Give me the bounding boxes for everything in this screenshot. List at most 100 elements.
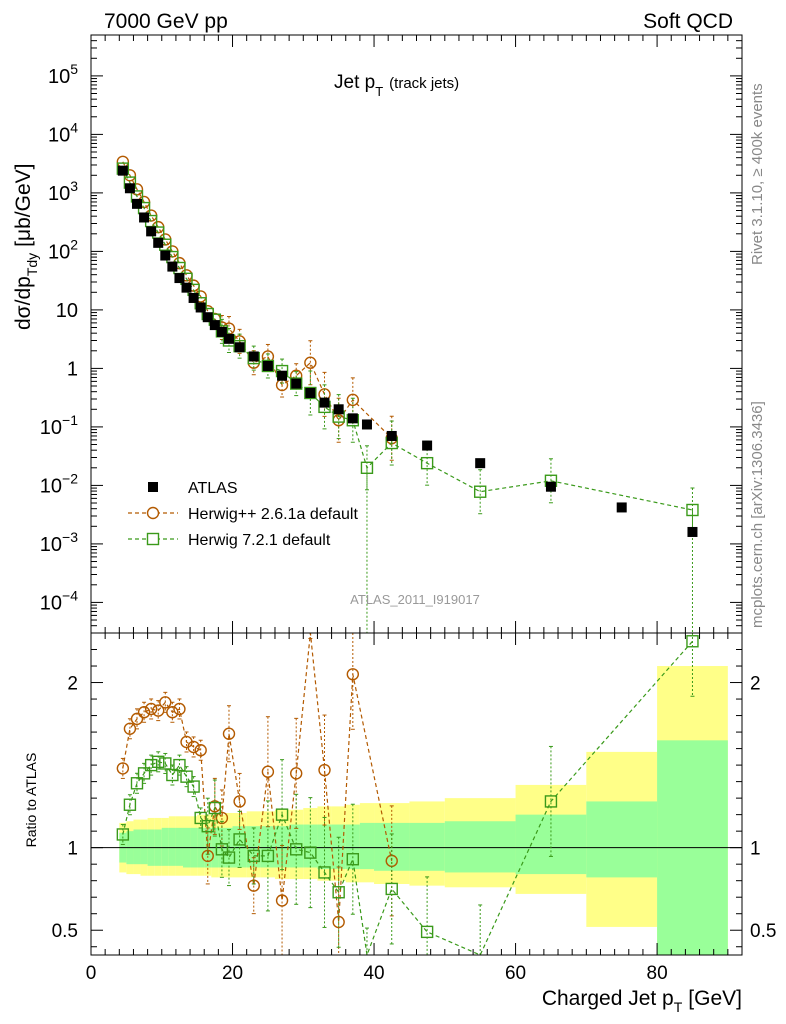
y-tick-label: 103: [48, 178, 78, 205]
ratio-point: [152, 755, 165, 768]
data-point: [291, 378, 302, 389]
y-tick-label-base: 10: [48, 241, 70, 263]
data-point: [167, 261, 178, 272]
ratio-point: [686, 635, 699, 648]
ratio-band-inner: [345, 824, 360, 870]
data-point: [616, 502, 627, 513]
ratio-point: [194, 744, 207, 757]
legend-entry-herwigpp: Herwig++ 2.6.1a default: [128, 506, 358, 523]
legend-entry-atlas: ATLAS: [148, 480, 238, 497]
y-tick-label-base: 10: [40, 534, 62, 556]
ratio-axis-ticks: [90, 633, 743, 955]
data-point: [124, 183, 135, 194]
ratio-y-tick-label: 2: [67, 674, 78, 695]
data-point: [181, 282, 192, 293]
data-point: [188, 292, 199, 303]
main-axis-ticks: [90, 34, 743, 634]
ratio-point: [194, 811, 207, 825]
ratio-y-tick-label-right: 0.5: [750, 921, 776, 942]
y-tick-label-base: 10: [48, 183, 70, 205]
ratio-plot-content: [91, 632, 742, 956]
ratio-point: [137, 767, 151, 780]
data-point: [386, 430, 397, 441]
ratio-point: [222, 727, 236, 740]
x-axis-label-unit: [GeV]: [688, 987, 742, 1010]
y-tick-label: 102: [48, 236, 78, 263]
data-point: [131, 198, 142, 209]
legend-entry-herwig7: Herwig 7.2.1 default: [128, 532, 331, 549]
ratio-point: [290, 843, 303, 856]
y-axis-label-sub: Tdy: [24, 253, 40, 276]
data-point: [262, 360, 273, 371]
mc-point: [473, 485, 487, 498]
y-tick-label-exponent: 4: [70, 119, 78, 135]
y-tick-label: 10−1: [40, 412, 78, 439]
mc-point: [304, 356, 317, 369]
y-tick-label: 1: [67, 358, 78, 380]
ratio-point: [173, 758, 186, 772]
ratio-point: [116, 762, 130, 775]
data-point: [117, 165, 128, 176]
ratio-point: [123, 798, 137, 811]
ratio-point: [346, 853, 360, 866]
ratio-point: [116, 828, 130, 841]
ratio-band-inner: [168, 827, 176, 866]
mc-point: [290, 377, 303, 390]
ratio-point: [346, 668, 360, 681]
data-point: [223, 333, 234, 344]
legend-label-atlas: ATLAS: [188, 480, 238, 497]
plot-title-sub: T: [375, 84, 383, 99]
y-tick-label-exponent: −4: [62, 587, 78, 603]
ratio-band-inner: [246, 826, 261, 868]
y-tick-label-exponent: −2: [62, 470, 78, 486]
y-tick-label: 10−4: [40, 587, 78, 614]
ratio-point: [173, 702, 186, 716]
ratio-y-tick-label-right: 2: [750, 674, 761, 695]
data-point: [361, 419, 372, 430]
ratio-band-inner: [175, 827, 183, 866]
y-axis-label-unit: [μb/GeV]: [12, 164, 35, 247]
ratio-y-tick-label: 1: [67, 839, 78, 860]
ratio-point: [247, 849, 260, 863]
y-tick-label: 10: [56, 300, 78, 322]
plot-title-extra: (track jets): [389, 75, 459, 92]
data-point: [202, 312, 213, 323]
ratio-band-inner: [444, 821, 516, 873]
header-right: Soft QCD: [643, 10, 733, 33]
y-tick-label-base: 10: [56, 300, 78, 322]
mc-point: [346, 393, 360, 407]
ratio-point: [385, 882, 398, 896]
data-point: [305, 387, 316, 398]
y-tick-label-exponent: −1: [62, 412, 78, 428]
ratio-point: [144, 758, 158, 772]
data-point: [195, 302, 206, 313]
mc-line-1: [122, 161, 393, 439]
ratio-point: [332, 915, 345, 929]
ratio-point: [152, 704, 165, 717]
ratio-point: [233, 833, 246, 846]
ratio-point: [304, 846, 317, 859]
mc-line-2: [122, 168, 693, 511]
ratio-point: [275, 894, 289, 907]
data-point: [333, 404, 344, 415]
y-tick-label-base: 10: [48, 66, 70, 88]
data-point: [139, 212, 150, 223]
ratio-band-inner: [586, 801, 658, 878]
ratio-y-axis-label: Ratio to ATLAS: [23, 753, 39, 848]
y-tick-label: 10−3: [40, 529, 78, 556]
data-point: [422, 440, 433, 451]
ratio-point: [261, 849, 275, 863]
x-tick-label: 80: [647, 963, 668, 984]
ratio-point: [144, 702, 158, 716]
y-tick-label-base: 1: [67, 358, 78, 380]
data-point: [319, 397, 330, 408]
y-axis-label: dσ/dpTdy [μb/GeV]: [12, 164, 40, 331]
y-tick-label: 10−2: [40, 470, 78, 497]
data-point: [234, 342, 245, 353]
legend-label-herwig7: Herwig 7.2.1 default: [188, 532, 331, 549]
x-tick-label: 60: [505, 963, 526, 984]
ratio-point: [215, 811, 229, 825]
y-tick-label-exponent: 5: [70, 61, 78, 77]
